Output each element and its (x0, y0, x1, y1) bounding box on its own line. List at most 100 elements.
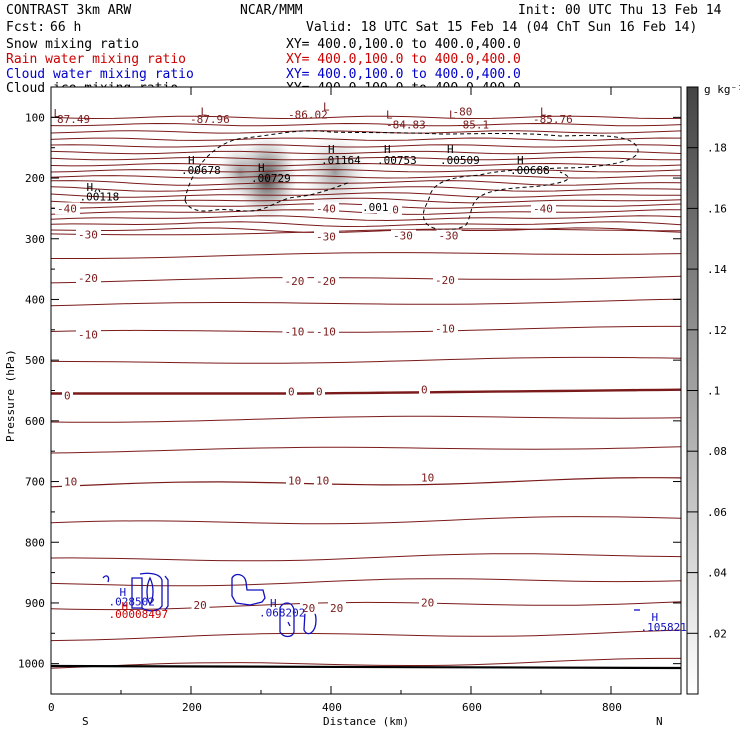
label-mask (314, 202, 339, 215)
isotherm-line (51, 446, 681, 454)
low-value: 87.49 (57, 113, 90, 126)
isotherm-label: -40 (316, 202, 336, 215)
ice-max-marker: H (188, 154, 195, 167)
y-tick-label: 800 (25, 536, 45, 549)
label-mask (282, 325, 308, 338)
low-value: -87.96 (190, 113, 230, 126)
isotherm-line (51, 192, 681, 198)
isotherm-label: 20 (194, 599, 207, 612)
isotherm-line (51, 175, 681, 179)
x-tick-label: 400 (322, 701, 342, 714)
label-mask (55, 202, 80, 215)
isotherm-label: -30 (439, 230, 459, 243)
header-fcst-value: 66 h (50, 20, 81, 35)
x-end-right: N (656, 715, 663, 728)
isotherm-line (51, 215, 681, 222)
isotherm-line (51, 156, 681, 161)
label-mask (76, 228, 101, 241)
label-mask (282, 275, 308, 288)
cloud-ice-contours (94, 130, 639, 231)
ice-max-value: .00118 (80, 190, 120, 203)
label-mask (436, 229, 462, 242)
ice-max-marker: H (258, 162, 265, 175)
isotherm-line (51, 388, 681, 395)
cloud-water-max-marker: H (652, 611, 659, 624)
legend-snow-xy: XY= 400.0,100.0 to 400.0,400.0 (286, 37, 521, 52)
low-marker: L (386, 108, 393, 121)
isotherm-label: 10 (316, 474, 329, 487)
surface-line (50, 664, 682, 670)
y-tick-label: 300 (25, 233, 45, 246)
ice-contour-label: .001 (362, 201, 389, 214)
rain-max-value: .00008497 (109, 608, 169, 621)
ice-max-value: .00753 (377, 154, 417, 167)
isotherm-line (51, 325, 681, 333)
label-mask (286, 474, 304, 487)
isotherm-label: -80 (453, 105, 473, 118)
isotherm-label: 20 (330, 602, 343, 615)
isotherm-line (51, 516, 681, 525)
isotherm-line (51, 169, 681, 173)
low-marker: L (201, 105, 208, 118)
isotherm-label: -10 (435, 323, 455, 336)
label-mask (419, 471, 437, 484)
label-mask (419, 596, 437, 609)
isotherm-label: -20 (285, 275, 305, 288)
isotherm-line (51, 601, 681, 611)
colorbar-tick-label: .16 (707, 202, 727, 215)
header-center: NCAR/MMM (240, 3, 303, 18)
isotherm-line (51, 578, 681, 587)
colorbar-tick-label: .06 (707, 506, 727, 519)
y-tick-label: 1000 (18, 658, 45, 671)
cloud-water-contours (102, 572, 640, 638)
low-value: -85.76 (533, 113, 573, 126)
cloud-ice-small (94, 188, 101, 195)
isotherm-line (51, 150, 681, 155)
ice-max-value: .01164 (321, 154, 361, 167)
header-run-title: CONTRAST 3km ARW (6, 3, 131, 18)
ice-max-value: .00509 (440, 154, 480, 167)
colorbar-tick-label: .1 (707, 385, 720, 398)
y-tick-label: 400 (25, 293, 45, 306)
ice-max-marker: H (517, 154, 524, 167)
label-mask (450, 105, 476, 118)
y-tick-label: 100 (25, 111, 45, 124)
isotherm-line (51, 275, 681, 284)
isotherm-label: 10 (288, 474, 301, 487)
ice-max-marker: H (87, 181, 94, 194)
rain-max-marker: H (122, 600, 129, 613)
isotherm-line (51, 477, 681, 488)
legend-snow: Snow mixing ratio (6, 37, 139, 52)
x-tick-label: 0 (48, 701, 55, 714)
label-mask (419, 383, 430, 396)
y-tick-label: 500 (25, 354, 45, 367)
axes: 0 200 400 600 800100200300400500600700800900… (18, 87, 682, 714)
colorbar-tick-label: .18 (707, 142, 727, 155)
cloud-water-c4 (146, 576, 154, 606)
cloud-water-c7 (279, 602, 295, 638)
cloud-water-c9 (287, 621, 291, 627)
colorbar-tick-label: .12 (707, 324, 727, 337)
header-init: Init: 00 UTC Thu 13 Feb 14 (518, 3, 722, 18)
isotherm-line (51, 180, 681, 186)
isotherm-label: -20 (78, 272, 98, 285)
x-tick-label: 800 (602, 701, 622, 714)
ice-max-value: .00729 (251, 172, 291, 185)
header-valid: Valid: 18 UTC Sat 15 Feb 14 (04 ChT Sun … (306, 20, 697, 35)
isotherm-line (51, 130, 681, 134)
label-mask (362, 201, 392, 214)
label-mask (314, 230, 339, 243)
isotherm-line (51, 162, 681, 167)
y-tick-label: 200 (25, 172, 45, 185)
isotherm-line (51, 144, 681, 148)
isotherm-line (51, 298, 681, 307)
isotherm-label: -20 (316, 275, 336, 288)
isotherm-line (51, 415, 681, 423)
cloud-water-max-marker: H (120, 586, 127, 599)
contour-labels: -40-40-40-40-30-30-30-30-20-20-20-20-10-… (54, 100, 687, 634)
isotherm-line (51, 197, 681, 204)
isotherm-label: 0 (316, 386, 323, 399)
x-tick-label: 600 (462, 701, 482, 714)
y-tick-label: 700 (25, 476, 45, 489)
